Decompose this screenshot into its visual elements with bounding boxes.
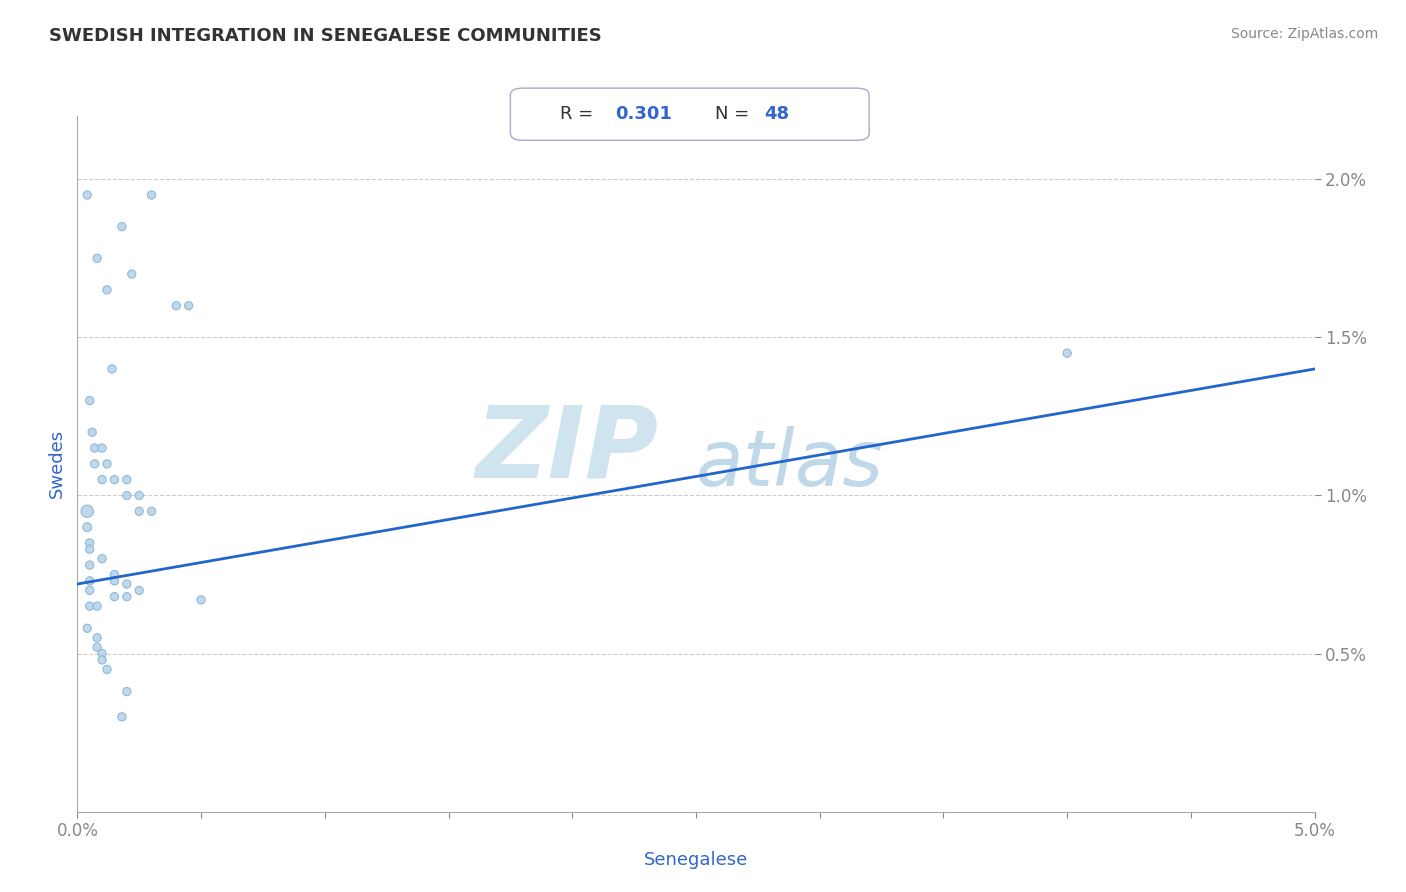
Text: R =: R =: [560, 105, 599, 123]
Point: [76, 520, 98, 534]
Point: [79, 583, 101, 598]
Point: [141, 188, 163, 202]
Point: [91, 653, 114, 667]
Point: [111, 219, 134, 234]
Point: [76, 504, 98, 518]
Point: [96, 283, 118, 297]
Point: [115, 590, 138, 604]
Point: [79, 599, 101, 614]
Text: Source: ZipAtlas.com: Source: ZipAtlas.com: [1230, 27, 1378, 41]
Point: [79, 536, 101, 550]
Point: [115, 473, 138, 487]
Point: [128, 504, 150, 518]
Point: [83, 441, 105, 455]
Text: 0.301: 0.301: [616, 105, 672, 123]
Point: [86, 599, 108, 614]
Text: N =: N =: [714, 105, 755, 123]
Point: [83, 457, 105, 471]
Point: [115, 577, 138, 591]
Point: [177, 299, 200, 313]
Point: [190, 592, 212, 607]
Point: [76, 621, 98, 635]
Point: [86, 640, 108, 655]
Point: [96, 662, 118, 676]
Y-axis label: Swedes: Swedes: [48, 429, 66, 499]
Point: [91, 473, 114, 487]
Point: [115, 684, 138, 698]
Point: [103, 590, 125, 604]
Point: [165, 299, 187, 313]
Point: [79, 558, 101, 572]
Point: [128, 488, 150, 502]
Point: [91, 647, 114, 661]
Text: atlas: atlas: [696, 425, 884, 502]
X-axis label: Senegalese: Senegalese: [644, 851, 748, 869]
Point: [128, 583, 150, 598]
Text: 48: 48: [763, 105, 789, 123]
Point: [79, 393, 101, 408]
Point: [141, 504, 163, 518]
Point: [76, 188, 98, 202]
Point: [103, 473, 125, 487]
Text: ZIP: ZIP: [475, 401, 659, 499]
Point: [79, 574, 101, 588]
Point: [121, 267, 143, 281]
Point: [101, 362, 124, 376]
Point: [96, 457, 118, 471]
Point: [86, 252, 108, 266]
Point: [1056, 346, 1078, 360]
Point: [91, 441, 114, 455]
Point: [91, 551, 114, 566]
Text: SWEDISH INTEGRATION IN SENEGALESE COMMUNITIES: SWEDISH INTEGRATION IN SENEGALESE COMMUN…: [49, 27, 602, 45]
Point: [82, 425, 104, 440]
Point: [79, 542, 101, 557]
Point: [103, 567, 125, 582]
Point: [86, 631, 108, 645]
Point: [103, 574, 125, 588]
FancyBboxPatch shape: [510, 88, 869, 140]
Point: [115, 488, 138, 502]
Point: [111, 710, 134, 724]
